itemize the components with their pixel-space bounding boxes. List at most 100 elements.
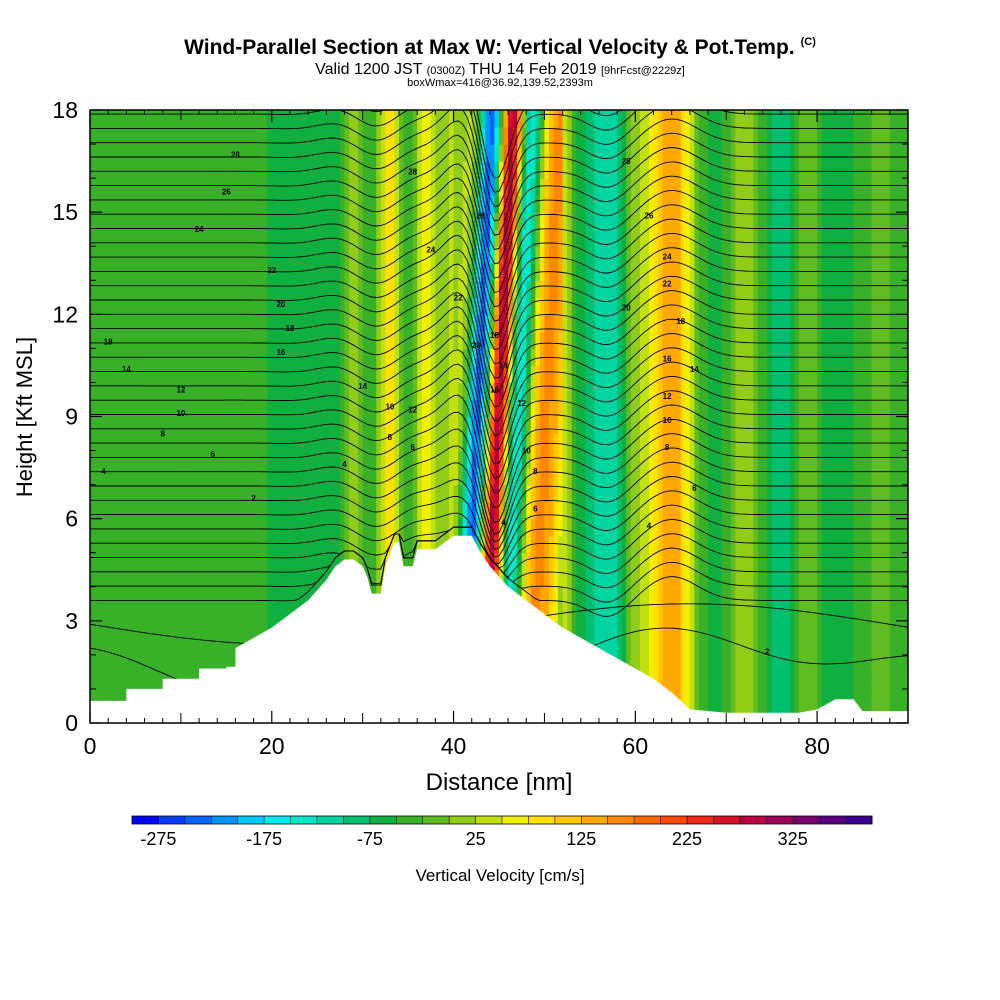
velocity-cell bbox=[521, 433, 527, 452]
velocity-cell bbox=[212, 518, 218, 537]
velocity-cell bbox=[121, 314, 127, 332]
velocity-cell bbox=[399, 365, 405, 384]
velocity-cell bbox=[276, 467, 282, 486]
velocity-cell bbox=[685, 450, 691, 469]
velocity-cell bbox=[703, 178, 709, 196]
velocity-cell bbox=[612, 263, 618, 281]
velocity-cell bbox=[230, 331, 237, 349]
velocity-cell bbox=[135, 552, 141, 571]
velocity-cell bbox=[244, 229, 250, 247]
velocity-cell bbox=[626, 144, 632, 162]
velocity-cell bbox=[380, 399, 386, 418]
velocity-cell bbox=[662, 484, 668, 503]
velocity-cell bbox=[317, 144, 323, 162]
velocity-cell bbox=[317, 331, 323, 349]
velocity-cell bbox=[644, 518, 650, 537]
velocity-cell bbox=[244, 552, 250, 571]
velocity-cell bbox=[176, 450, 182, 469]
velocity-cell bbox=[349, 229, 355, 247]
velocity-cell bbox=[439, 263, 446, 281]
velocity-cell bbox=[94, 535, 100, 554]
velocity-cell bbox=[489, 467, 496, 486]
velocity-cell bbox=[317, 110, 323, 128]
velocity-cell bbox=[171, 467, 177, 486]
velocity-cell bbox=[380, 382, 386, 401]
velocity-cell bbox=[503, 331, 509, 349]
velocity-cell bbox=[194, 229, 200, 247]
velocity-cell bbox=[639, 144, 646, 162]
velocity-cell bbox=[317, 246, 323, 264]
velocity-cell bbox=[180, 637, 187, 656]
velocity-cell bbox=[112, 535, 118, 554]
velocity-cell bbox=[485, 212, 491, 230]
velocity-cell bbox=[244, 382, 250, 401]
velocity-cell bbox=[508, 127, 514, 145]
velocity-cell bbox=[708, 586, 714, 605]
velocity-cell bbox=[335, 110, 341, 128]
velocity-cell bbox=[358, 399, 364, 418]
velocity-cell bbox=[539, 280, 546, 298]
velocity-cell bbox=[430, 467, 436, 486]
velocity-cell bbox=[308, 535, 314, 554]
velocity-cell bbox=[121, 688, 127, 707]
velocity-cell bbox=[94, 297, 100, 315]
velocity-cell bbox=[194, 518, 200, 537]
velocity-cell bbox=[339, 178, 346, 196]
velocity-cell bbox=[367, 127, 373, 145]
velocity-cell bbox=[535, 399, 541, 418]
velocity-cell bbox=[548, 314, 555, 332]
velocity-cell bbox=[553, 195, 559, 213]
velocity-cell bbox=[267, 246, 273, 264]
velocity-cell bbox=[335, 552, 341, 571]
velocity-cell bbox=[680, 552, 686, 571]
velocity-cell bbox=[589, 161, 596, 179]
velocity-cell bbox=[621, 331, 627, 349]
velocity-cell bbox=[426, 331, 432, 349]
velocity-cell bbox=[548, 382, 555, 401]
velocity-cell bbox=[103, 110, 109, 128]
velocity-cell bbox=[144, 331, 150, 349]
velocity-cell bbox=[630, 263, 636, 281]
velocity-cell bbox=[262, 399, 268, 418]
velocity-cell bbox=[108, 212, 114, 230]
velocity-cell bbox=[153, 127, 159, 145]
velocity-cell bbox=[103, 450, 109, 469]
velocity-cell bbox=[612, 603, 618, 622]
velocity-cell bbox=[589, 280, 596, 298]
velocity-cell bbox=[149, 195, 155, 213]
velocity-cell bbox=[630, 586, 636, 605]
velocity-cell bbox=[499, 314, 505, 332]
velocity-cell bbox=[221, 331, 227, 349]
velocity-cell bbox=[135, 178, 141, 196]
velocity-cell bbox=[330, 161, 336, 179]
velocity-cell bbox=[244, 586, 250, 605]
velocity-cell bbox=[685, 654, 691, 673]
velocity-cell bbox=[567, 382, 573, 401]
velocity-cell bbox=[108, 229, 114, 247]
velocity-cell bbox=[258, 501, 264, 520]
velocity-cell bbox=[130, 586, 137, 605]
velocity-cell bbox=[394, 518, 400, 537]
velocity-cell bbox=[621, 501, 627, 520]
velocity-cell bbox=[589, 569, 596, 588]
velocity-cell bbox=[239, 586, 246, 605]
velocity-cell bbox=[608, 501, 614, 520]
velocity-cell bbox=[271, 382, 277, 401]
velocity-cell bbox=[353, 110, 359, 128]
velocity-cell bbox=[335, 195, 341, 213]
velocity-cell bbox=[176, 263, 182, 281]
velocity-cell bbox=[708, 144, 714, 162]
velocity-cell bbox=[149, 586, 155, 605]
velocity-cell bbox=[230, 144, 237, 162]
velocity-cell bbox=[162, 552, 168, 571]
velocity-cell bbox=[467, 127, 473, 145]
velocity-cell bbox=[235, 195, 241, 213]
velocity-cell bbox=[253, 484, 259, 503]
velocity-cell bbox=[603, 144, 609, 162]
velocity-cell bbox=[598, 246, 605, 264]
velocity-cell bbox=[126, 671, 132, 690]
velocity-cell bbox=[412, 399, 418, 418]
velocity-cell bbox=[453, 433, 459, 452]
velocity-cell bbox=[676, 518, 682, 537]
velocity-cell bbox=[121, 144, 127, 162]
